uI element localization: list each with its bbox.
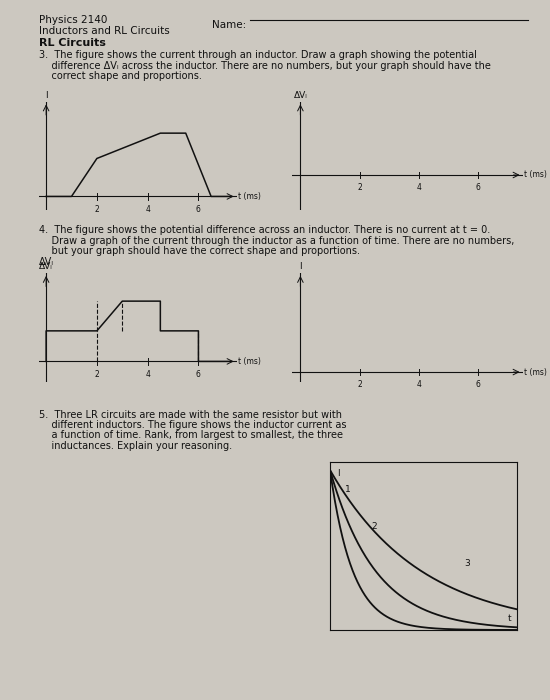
Text: t (ms): t (ms) bbox=[238, 192, 261, 201]
Text: 2: 2 bbox=[95, 204, 99, 214]
Text: ΔVₗ: ΔVₗ bbox=[294, 91, 307, 100]
Text: 6: 6 bbox=[476, 183, 481, 192]
Text: 6: 6 bbox=[196, 370, 201, 379]
Text: Draw a graph of the current through the inductor as a function of time. There ar: Draw a graph of the current through the … bbox=[39, 236, 514, 246]
Text: 2: 2 bbox=[95, 370, 99, 379]
Text: correct shape and proportions.: correct shape and proportions. bbox=[39, 71, 201, 81]
Text: 2: 2 bbox=[358, 380, 362, 389]
Text: ΔVₗ: ΔVₗ bbox=[39, 262, 53, 271]
Text: 4.  The figure shows the potential difference across an inductor. There is no cu: 4. The figure shows the potential differ… bbox=[39, 225, 490, 235]
Text: t: t bbox=[508, 615, 512, 623]
Text: 6: 6 bbox=[196, 204, 201, 214]
Text: a function of time. Rank, from largest to smallest, the three: a function of time. Rank, from largest t… bbox=[39, 430, 343, 440]
Text: RL Circuits: RL Circuits bbox=[39, 38, 106, 48]
Text: 4: 4 bbox=[416, 380, 421, 389]
Text: 2: 2 bbox=[371, 522, 377, 531]
Text: 6: 6 bbox=[476, 380, 481, 389]
Text: 3.  The figure shows the current through an inductor. Draw a graph showing the p: 3. The figure shows the current through … bbox=[39, 50, 476, 60]
Text: Name:: Name: bbox=[212, 20, 246, 29]
Text: t (ms): t (ms) bbox=[238, 357, 261, 366]
Text: different inductors. The figure shows the inductor current as: different inductors. The figure shows th… bbox=[39, 420, 346, 430]
Text: but your graph should have the correct shape and proportions.: but your graph should have the correct s… bbox=[39, 246, 360, 256]
Text: Physics 2140: Physics 2140 bbox=[39, 15, 107, 25]
Text: t (ms): t (ms) bbox=[524, 171, 547, 179]
Text: 5.  Three LR circuits are made with the same resistor but with: 5. Three LR circuits are made with the s… bbox=[39, 410, 342, 419]
Text: I: I bbox=[299, 262, 302, 271]
Text: 1: 1 bbox=[345, 485, 351, 494]
Text: 4: 4 bbox=[416, 183, 421, 192]
Text: 2: 2 bbox=[358, 183, 362, 192]
Text: I: I bbox=[338, 469, 340, 477]
Text: t (ms): t (ms) bbox=[524, 368, 547, 377]
Text: Inductors and RL Circuits: Inductors and RL Circuits bbox=[39, 26, 169, 36]
Text: difference ΔVₗ across the inductor. There are no numbers, but your graph should : difference ΔVₗ across the inductor. Ther… bbox=[39, 61, 491, 71]
Text: 4: 4 bbox=[145, 204, 150, 214]
Text: ΔVₗ: ΔVₗ bbox=[39, 257, 53, 267]
Text: 4: 4 bbox=[145, 370, 150, 379]
Text: I: I bbox=[45, 90, 47, 99]
Text: 3: 3 bbox=[465, 559, 470, 568]
Text: inductances. Explain your reasoning.: inductances. Explain your reasoning. bbox=[39, 441, 232, 451]
